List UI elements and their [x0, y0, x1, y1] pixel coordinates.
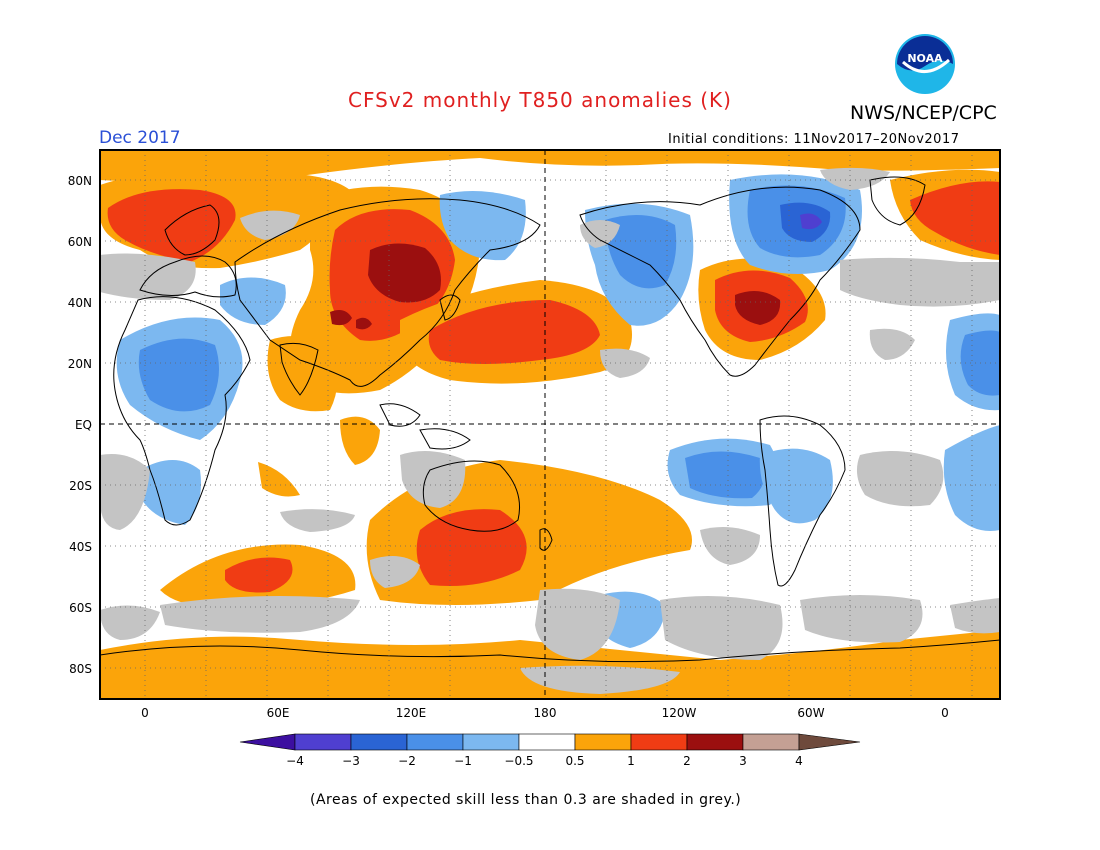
lat-label: 40S — [69, 540, 92, 554]
south-america-cool-region — [759, 448, 833, 524]
noaa-logo-text: NOAA — [907, 52, 943, 65]
southern-africa-cool-region — [140, 460, 201, 525]
siberia-very-strong-warm-region — [368, 243, 441, 303]
lat-label: 40N — [68, 296, 92, 310]
europe-strong-warm-region — [107, 189, 236, 262]
graticule — [100, 150, 1000, 699]
lat-label: EQ — [75, 418, 92, 432]
equator-and-dateline — [100, 150, 1000, 699]
coastlines — [100, 176, 1000, 663]
latitude-labels: 80N 60N 40N 20N EQ 20S 40S 60S 80S — [68, 174, 92, 676]
lat-label: 80S — [69, 662, 92, 676]
skill-footnote: (Areas of expected skill less than 0.3 a… — [310, 792, 742, 808]
south-atlantic-warm-patch — [258, 462, 300, 497]
arctic-warm-band — [100, 150, 1000, 183]
lat-label: 80N — [68, 174, 92, 188]
lat-label: 60N — [68, 235, 92, 249]
lon-label: 0 — [941, 706, 949, 720]
south-indian-ocean-strong-warm-region — [225, 557, 293, 593]
colorbar-swatch — [462, 733, 520, 751]
lon-label: 0 — [141, 706, 149, 720]
canada-very-strong-cool-spot — [800, 213, 822, 230]
colorbar-label: 4 — [795, 754, 803, 768]
north-america-very-strong-warm-region — [735, 291, 781, 325]
colorbar-label: −4 — [286, 754, 304, 768]
lat-label: 20S — [69, 479, 92, 493]
australia-strong-warm-region — [416, 509, 527, 586]
north-pacific-strong-warm-region — [428, 300, 600, 364]
agency-label: NWS/NCEP/CPC — [850, 102, 997, 124]
initial-conditions-label: Initial conditions: 11Nov2017–20Nov2017 — [668, 132, 960, 147]
colorbar-label: 0.5 — [565, 754, 584, 768]
colorbar-swatch — [518, 733, 576, 751]
south-atlantic-cool-region — [943, 425, 1000, 531]
noaa-logo: NOAA — [895, 34, 955, 94]
map-title: CFSv2 monthly T850 anomalies (K) — [348, 88, 732, 112]
colorbar-swatch — [294, 733, 352, 751]
colorbar-swatch — [742, 733, 800, 751]
lon-label: 60E — [267, 706, 290, 720]
lon-label: 60W — [797, 706, 824, 720]
south-asia-warm-region — [267, 336, 338, 412]
colorbar-label: 2 — [683, 754, 691, 768]
map-frame — [99, 149, 1001, 700]
colorbar-label: −1 — [454, 754, 472, 768]
alaska-moderate-cool-region — [605, 215, 677, 289]
lat-label: 60S — [69, 601, 92, 615]
lon-label: 120W — [662, 706, 697, 720]
colorbar-swatch — [350, 733, 408, 751]
colorbar-label: −0.5 — [504, 754, 533, 768]
china-very-strong-warm-spot — [330, 310, 372, 330]
colorbar-swatch — [406, 733, 464, 751]
east-pacific-moderate-cool-region — [685, 451, 765, 499]
colorbar-high-arrow — [798, 733, 861, 751]
colorbar-label: 3 — [739, 754, 747, 768]
africa-moderate-cool-region — [138, 338, 219, 412]
colorbar-swatch — [686, 733, 744, 751]
colorbar-label: −3 — [342, 754, 360, 768]
colorbar: −4 −3 −2 −1 −0.5 0.5 1 2 3 4 — [239, 733, 861, 768]
antarctic-warm-band — [100, 630, 1000, 699]
lat-label: 20N — [68, 357, 92, 371]
longitude-labels: 0 60E 120E 180 120W 60W 0 — [141, 706, 949, 720]
lon-label: 180 — [534, 706, 557, 720]
valid-month-label: Dec 2017 — [99, 128, 181, 148]
colorbar-swatch — [630, 733, 688, 751]
greenland-strong-warm-region — [910, 181, 1000, 255]
equatorial-africa-warm-patch — [340, 416, 380, 465]
colorbar-label: 1 — [627, 754, 635, 768]
colorbar-low-arrow — [239, 733, 296, 751]
colorbar-label: −2 — [398, 754, 416, 768]
colorbar-swatch — [574, 733, 632, 751]
lon-label: 120E — [396, 706, 427, 720]
